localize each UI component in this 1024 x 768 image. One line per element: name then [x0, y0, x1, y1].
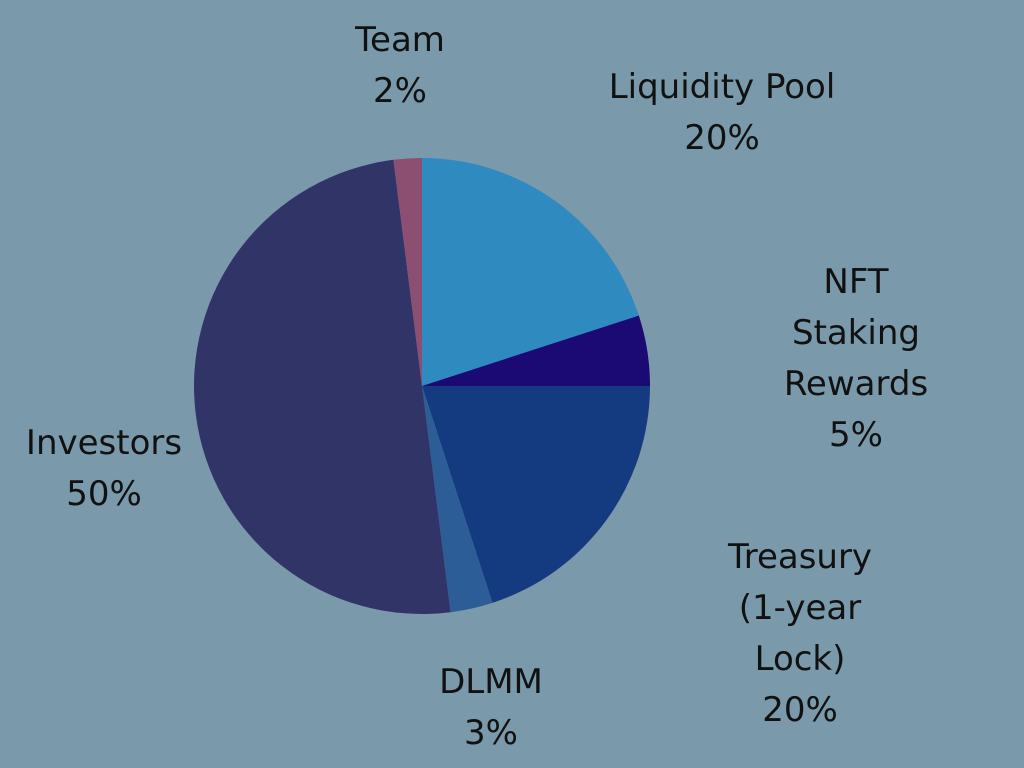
category-label: NFT Staking Rewards — [783, 262, 929, 404]
slice-label: Liquidity Pool 20% — [609, 62, 836, 164]
percent-label: 5% — [829, 415, 883, 455]
slice-label: Investors 50% — [26, 418, 182, 520]
pie-slice — [393, 158, 422, 386]
pie-slice — [422, 386, 493, 613]
percent-label: 3% — [464, 713, 518, 753]
percent-label: 20% — [684, 118, 760, 158]
percent-label: 50% — [66, 474, 142, 514]
slice-label: DLMM 3% — [439, 657, 543, 759]
pie-slice — [194, 159, 451, 614]
category-label: Liquidity Pool — [608, 67, 836, 107]
percent-label: 2% — [373, 71, 427, 111]
category-label: Investors — [25, 423, 183, 463]
slice-label: NFT Staking Rewards 5% — [772, 257, 940, 461]
slice-label: Treasury (1-year Lock) 20% — [688, 532, 912, 736]
category-label: Team — [355, 20, 445, 60]
slice-label: Team 2% — [355, 15, 445, 117]
percent-label: 20% — [762, 690, 838, 730]
category-label: DLMM — [439, 662, 543, 702]
pie-slice — [422, 158, 639, 386]
pie-slice — [422, 386, 650, 603]
pie-slice — [422, 315, 650, 386]
category-label: Treasury (1-year Lock) — [727, 537, 873, 679]
